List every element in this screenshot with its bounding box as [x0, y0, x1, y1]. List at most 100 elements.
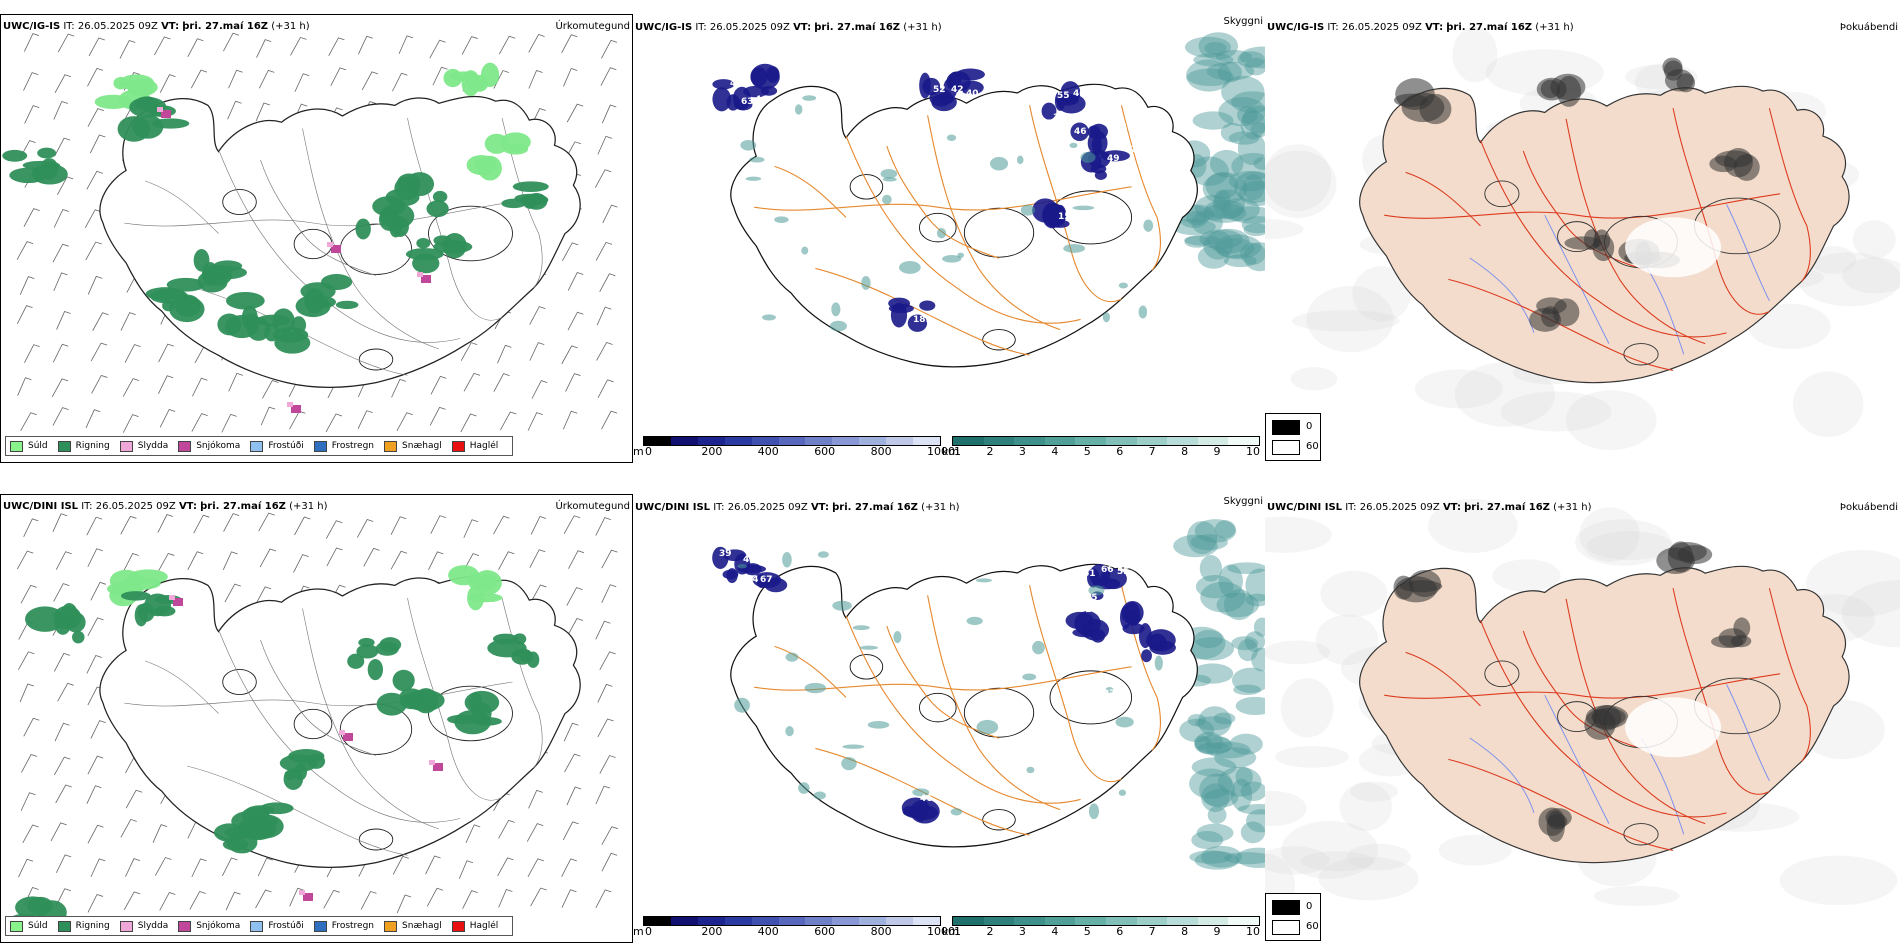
precip-area: [513, 633, 527, 645]
legend-item: Snjókoma: [178, 920, 241, 932]
wind-barb: [567, 311, 584, 331]
fog-label-60: 60: [1306, 441, 1319, 452]
precip-area: [433, 240, 473, 254]
colorbar-tick: 10: [1246, 445, 1260, 458]
vis-area: [832, 600, 852, 611]
fog-texture: [1454, 362, 1556, 427]
wind-barb: [17, 377, 32, 396]
road-line: [1768, 588, 1811, 762]
vis-area: [882, 194, 892, 205]
model-name: UWC/IG-IS: [1267, 22, 1325, 33]
panel-title: Úrkomutegund: [555, 501, 630, 512]
precip-area: [449, 71, 478, 82]
low-cloud-area: [907, 314, 928, 332]
wind-barb: [52, 243, 69, 263]
legend-swatch: [119, 920, 133, 932]
wind-barb: [600, 67, 617, 86]
fog-swatch-60: [1272, 440, 1300, 455]
valid-time: þri. 27.maí 16Z: [200, 501, 286, 512]
precip-area: [389, 216, 403, 238]
legend-item: Snæhagl: [384, 440, 442, 452]
wind-barb: [596, 341, 613, 361]
init-time: 26.05.2025 09Z: [77, 21, 158, 32]
fog-legend: 0 60: [1265, 413, 1321, 461]
wind-barb: [293, 554, 309, 573]
sea-fog: [1202, 203, 1247, 223]
legend-swatch: [384, 920, 398, 932]
wind-barb: [595, 517, 611, 536]
fog-texture: [1792, 371, 1864, 437]
wind-barb: [528, 789, 543, 809]
colorbar-segment: [859, 917, 887, 925]
colorbar-unit: km: [942, 925, 960, 938]
wind-barb: [595, 241, 613, 261]
wind-barb: [463, 372, 481, 392]
precip-area: [94, 94, 132, 110]
cloud-base-value: 37: [751, 525, 764, 535]
snow-area: [433, 763, 443, 771]
wind-barb: [90, 134, 106, 154]
wind-barb: [599, 273, 616, 292]
colorbar-strip: [952, 916, 1260, 926]
low-cloud-area: [1124, 602, 1140, 624]
legend-swatch: [384, 440, 398, 452]
wind-barb: [53, 209, 69, 228]
road-line: [815, 267, 1030, 356]
wind-barb: [221, 857, 238, 877]
sea-fog: [1194, 735, 1212, 750]
wind-barb: [601, 410, 618, 430]
wind-barb: [87, 548, 103, 567]
precip-area: [501, 198, 526, 209]
wind-barb: [602, 104, 617, 124]
vt-label: VT:: [161, 21, 180, 32]
sea-fog: [1228, 170, 1265, 192]
wind-barb: [87, 824, 104, 844]
wind-barb: [562, 821, 579, 841]
sea-fog: [1186, 68, 1234, 86]
fog-texture: [1346, 843, 1411, 871]
wind-barb: [597, 135, 613, 155]
wind-barb: [125, 858, 141, 877]
wind-barb: [53, 756, 71, 776]
colorbar-segment: [1014, 917, 1045, 925]
precip-area: [454, 709, 491, 735]
fog-texture: [1290, 367, 1338, 391]
model-name: UWC/DINI ISL: [1267, 502, 1343, 513]
road-line: [123, 201, 513, 227]
sea-fog: [1199, 229, 1243, 250]
panel-title: Úrkomutegund: [555, 21, 630, 32]
vis-area: [842, 744, 865, 749]
sleet-area: [417, 272, 423, 277]
vis-area: [867, 721, 890, 729]
vis-area: [1102, 312, 1111, 323]
wind-barb: [92, 312, 109, 331]
sea-fog: [1194, 629, 1224, 649]
lead-time: (+31 h): [1535, 22, 1574, 33]
vis-area: [737, 564, 748, 569]
sea-fog: [1253, 157, 1265, 170]
snow-area: [303, 893, 313, 901]
sea-fog: [1242, 174, 1265, 201]
legend-label: Snjókoma: [196, 921, 241, 931]
wind-barb: [54, 722, 70, 742]
sea-fog: [1191, 210, 1223, 235]
wind-barb: [256, 39, 272, 58]
colorbar-segment: [1136, 437, 1168, 445]
sea-fog: [1234, 171, 1265, 204]
precip-area: [231, 811, 265, 832]
legend-label: Slydda: [137, 441, 169, 451]
precip-type-legend: Súld Rigning Slydda Snjókoma Frostúði Frostre…: [5, 436, 514, 456]
low-cloud-area: [1074, 611, 1101, 636]
sleet-area: [339, 730, 345, 735]
fog-label-0: 0: [1306, 901, 1313, 912]
colorbar-segment: [724, 917, 752, 925]
sleet-area: [429, 760, 435, 765]
precip-area: [367, 658, 384, 681]
wind-barb: [497, 344, 512, 364]
sea-fog: [1227, 562, 1265, 574]
wind-barb: [528, 70, 543, 89]
colorbar-segment: [751, 437, 779, 445]
wind-barb: [87, 617, 104, 637]
glacier-outline: [918, 692, 957, 723]
wind-barb: [189, 890, 206, 910]
